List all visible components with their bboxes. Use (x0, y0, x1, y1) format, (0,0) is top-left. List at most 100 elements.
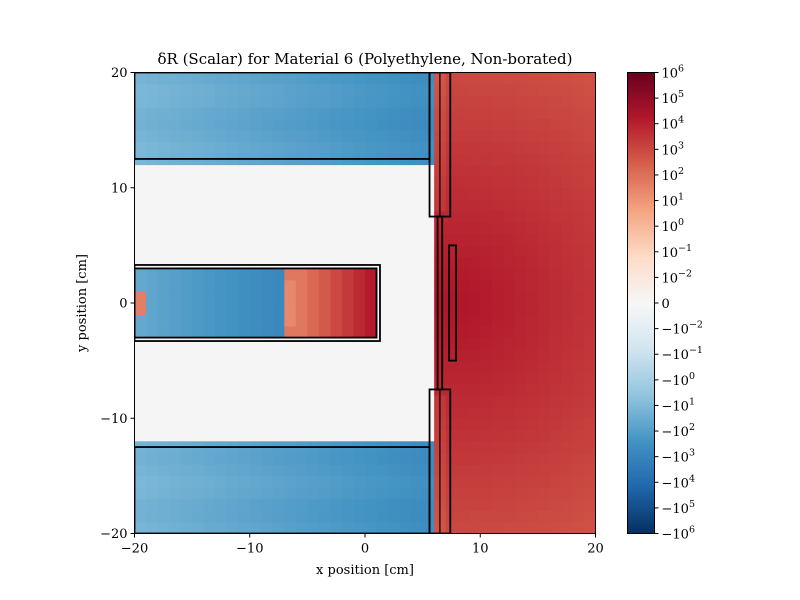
heatmap-cell (353, 291, 366, 304)
heatmap-cell (445, 164, 458, 177)
heatmap-cell (272, 314, 285, 327)
heatmap-cell (284, 314, 297, 327)
heatmap-cell (134, 130, 147, 143)
colorbar-band (627, 120, 655, 124)
heatmap-cell (157, 141, 170, 154)
colorbar-band (627, 447, 655, 450)
heatmap-cell (457, 441, 470, 454)
heatmap-cell (134, 326, 147, 338)
heatmap-cell (457, 349, 470, 362)
colorbar-band (627, 529, 655, 532)
heatmap-cell (468, 521, 481, 534)
heatmap-cell (537, 429, 550, 442)
colorbar-band (627, 288, 655, 292)
heatmap-cell (491, 372, 504, 385)
colorbar-band (627, 84, 655, 88)
heatmap-cell (192, 521, 205, 534)
heatmap-cell (192, 326, 205, 338)
heatmap-cell (226, 487, 239, 500)
heatmap-cell (537, 349, 550, 362)
colorbar-band (627, 497, 655, 500)
colorbar-band (627, 359, 655, 362)
colorbar-band (627, 278, 655, 282)
heatmap-cell (134, 107, 147, 119)
heatmap-cell (445, 141, 458, 154)
colorbar-band (627, 104, 655, 108)
heatmap-cell (180, 279, 193, 292)
heatmap-cell (134, 498, 147, 511)
heatmap-cell (353, 268, 366, 281)
heatmap-cell (445, 268, 458, 281)
heatmap-cell (226, 107, 239, 119)
colorbar-band (627, 134, 655, 138)
heatmap-cell (434, 372, 447, 385)
heatmap-cell (583, 187, 596, 200)
heatmap-cell (514, 141, 527, 154)
heatmap-cell (180, 475, 193, 488)
heatmap-cell (249, 95, 262, 108)
heatmap-cell (249, 291, 262, 304)
heatmap-cell (560, 418, 573, 431)
colorbar-band (627, 471, 655, 474)
heatmap-cell (468, 222, 481, 235)
heatmap-cell (572, 210, 585, 223)
heatmap-cell (491, 303, 504, 315)
heatmap-cell (457, 487, 470, 500)
heatmap-cell (203, 291, 216, 304)
heatmap-cell (445, 360, 458, 373)
colorbar-band (627, 325, 655, 328)
colorbar-band (627, 377, 655, 380)
colorbar-band (627, 321, 655, 324)
y-tick-label: −20 (100, 527, 127, 542)
heatmap-cell (169, 141, 181, 154)
heatmap-cell (468, 360, 481, 373)
heatmap-cell (572, 349, 585, 362)
heatmap-cell (215, 141, 228, 154)
colorbar-band (627, 465, 655, 468)
heatmap-cell (526, 187, 539, 200)
heatmap-cell (169, 487, 181, 500)
heatmap-cell (422, 464, 435, 477)
heatmap-cell (422, 130, 435, 143)
colorbar-band (627, 284, 655, 288)
colorbar-band (627, 317, 655, 320)
heatmap-cell (215, 107, 228, 119)
heatmap-cell (169, 130, 181, 143)
heatmap-cell (537, 199, 550, 212)
colorbar-band (627, 272, 655, 276)
heatmap-cell (249, 464, 262, 477)
heatmap-cell (468, 372, 481, 385)
heatmap-cell (318, 464, 331, 477)
heatmap-cell (434, 245, 447, 258)
heatmap-cell (572, 118, 585, 131)
heatmap-cell (491, 475, 504, 488)
heatmap-cell (249, 452, 262, 465)
heatmap-cell (238, 291, 251, 304)
heatmap-cell (583, 176, 596, 189)
heatmap-cell (503, 245, 516, 258)
heatmap-cell (192, 118, 205, 131)
colorbar-band (627, 246, 655, 250)
heatmap-cell (549, 521, 562, 534)
heatmap-cell (468, 452, 481, 465)
heatmap-cell (284, 130, 297, 143)
heatmap-cell (261, 314, 274, 327)
heatmap-cell (318, 314, 331, 327)
heatmap-cell (192, 72, 205, 85)
heatmap-cell (445, 233, 458, 246)
colorbar-band (627, 343, 655, 346)
heatmap-cell (284, 326, 297, 338)
heatmap-cell (388, 130, 400, 143)
heatmap-cell (307, 452, 320, 465)
heatmap-cell (526, 199, 539, 212)
heatmap-cell (215, 130, 228, 143)
heatmap-cell (526, 429, 539, 442)
colorbar-band (627, 507, 655, 510)
heatmap-cell (491, 510, 504, 523)
colorbar-band (627, 172, 655, 176)
heatmap-cell (215, 118, 228, 131)
heatmap-cell (572, 406, 585, 419)
heatmap-cell (169, 279, 181, 292)
colorbar-band (627, 296, 655, 300)
heatmap-cell (503, 279, 516, 292)
